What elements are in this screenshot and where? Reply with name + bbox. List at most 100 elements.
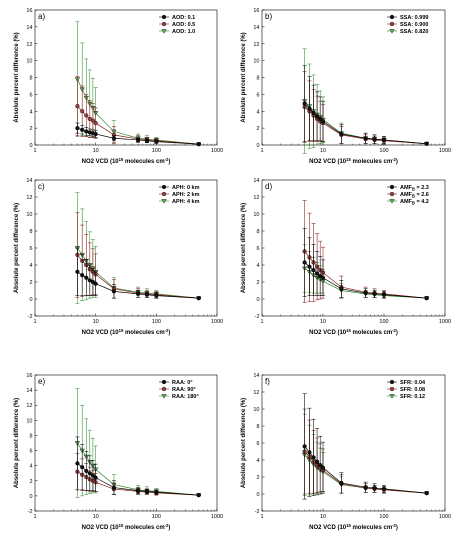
data-point — [135, 488, 141, 493]
y-tick-label: -2 — [255, 509, 260, 515]
legend-marker — [161, 21, 167, 27]
series-1 — [75, 122, 201, 147]
y-tick-label: 8 — [256, 424, 259, 430]
data-point — [196, 142, 201, 147]
legend-marker — [389, 394, 395, 399]
x-tick-label: 1 — [33, 319, 36, 325]
y-tick-label: 6 — [29, 92, 32, 98]
x-axis-label: NO2 VCD (1015​ molecules cm-2​) — [82, 157, 171, 165]
data-point — [84, 129, 89, 134]
data-point — [84, 468, 89, 474]
series-1 — [302, 228, 429, 301]
data-point — [381, 137, 387, 143]
legend-marker — [389, 379, 395, 385]
x-tick-label: 1000 — [211, 319, 223, 325]
data-point — [381, 292, 387, 297]
legend-marker — [389, 199, 395, 204]
data-point — [372, 291, 377, 296]
y-tick-label: 8 — [256, 229, 259, 235]
y-tick-label: 16 — [26, 8, 32, 14]
data-point — [302, 101, 307, 106]
data-point — [75, 126, 80, 131]
x-tick-label: 100 — [152, 319, 161, 325]
y-tick-label: 4 — [29, 464, 32, 470]
legend-marker — [161, 199, 167, 204]
data-point — [93, 281, 98, 286]
legend-entry: AOD: 0.5 — [172, 22, 195, 28]
legend-marker — [161, 14, 167, 20]
data-point — [80, 109, 85, 114]
legend-entry: AOD: 0.1 — [172, 15, 195, 21]
x-tick-label: 10 — [93, 148, 99, 154]
panel-label: f) — [265, 377, 270, 386]
data-point — [381, 486, 387, 491]
x-tick-label: 10 — [320, 148, 326, 154]
legend-entry: AMFB​ = 4.2 — [400, 199, 429, 206]
x-tick-label: 1 — [260, 148, 263, 154]
x-tick-label: 10 — [320, 319, 326, 325]
chart-panel-f: -2 0 2 4 6 8 10 12 14 1 10 100 1000 f) Absolute percen… — [241, 373, 451, 531]
y-tick-label: 14 — [26, 388, 32, 394]
legend-entry: APH: 0 km — [172, 185, 200, 191]
data-point — [196, 296, 201, 301]
data-point — [307, 264, 312, 269]
legend-entry: RAA: 90° — [172, 387, 196, 393]
y-tick-label: 8 — [29, 76, 32, 82]
y-tick-label: -2 — [28, 314, 33, 320]
legend-entry: AOD: 1.0 — [172, 29, 195, 35]
data-point — [93, 131, 98, 137]
data-point — [80, 465, 85, 470]
data-point — [424, 491, 429, 496]
legend-marker — [389, 184, 395, 190]
data-point — [111, 485, 117, 490]
y-axis-label: Absolute percent difference (%) — [14, 203, 20, 293]
y-tick-label: 14 — [253, 25, 259, 31]
y-tick-label: 0 — [29, 143, 32, 149]
data-point — [154, 490, 159, 495]
data-point — [75, 269, 80, 274]
data-point — [75, 461, 80, 466]
data-point — [314, 114, 320, 119]
y-tick-label: 14 — [26, 25, 32, 31]
y-tick-label: 8 — [256, 76, 259, 82]
data-point — [363, 136, 368, 141]
data-point — [424, 296, 429, 301]
x-axis-label: NO2 VCD (1015​ molecules cm-2​) — [82, 328, 171, 336]
y-tick-label: 2 — [29, 126, 32, 132]
chart-panel-c: -2 0 2 4 6 8 10 12 14 1 10 100 1000 c) Absolute percen… — [14, 178, 223, 336]
data-point — [320, 275, 326, 280]
data-point — [363, 290, 368, 296]
legend-entry: SSA: 0.820 — [400, 29, 428, 35]
data-point — [80, 273, 85, 278]
y-tick-label: 10 — [253, 212, 259, 218]
data-point — [154, 139, 159, 144]
data-point — [111, 136, 117, 141]
x-tick-label: 1 — [33, 514, 36, 520]
y-tick-label: 12 — [253, 390, 259, 396]
x-tick-label: 10 — [93, 319, 99, 325]
y-tick-label: 12 — [26, 403, 32, 409]
series-3 — [74, 192, 202, 304]
y-axis-label: Absolute percent difference (%) — [241, 398, 247, 488]
x-tick-label: 1 — [260, 514, 263, 520]
y-tick-label: 8 — [29, 433, 32, 439]
legend-marker — [389, 21, 395, 27]
y-tick-label: 10 — [26, 212, 32, 218]
chart-panel-d: -2 0 2 4 6 8 10 12 14 1 10 100 1000 d) Absolute percen… — [241, 178, 451, 336]
legend-entry: APH: 4 km — [172, 199, 200, 205]
data-point — [75, 104, 80, 109]
data-point — [135, 137, 141, 143]
y-tick-label: 4 — [256, 458, 259, 464]
y-axis-label: Absolute percent difference (%) — [241, 203, 247, 293]
data-point — [87, 471, 92, 476]
legend-marker — [161, 394, 167, 399]
legend-entry: SSA: 0.999 — [400, 15, 428, 21]
series-1 — [302, 65, 429, 146]
data-point — [144, 292, 150, 297]
x-tick-label: 1000 — [439, 514, 451, 520]
y-tick-label: 6 — [29, 449, 32, 455]
x-axis-label: NO2 VCD (1015​ molecules cm-2​) — [82, 523, 171, 531]
